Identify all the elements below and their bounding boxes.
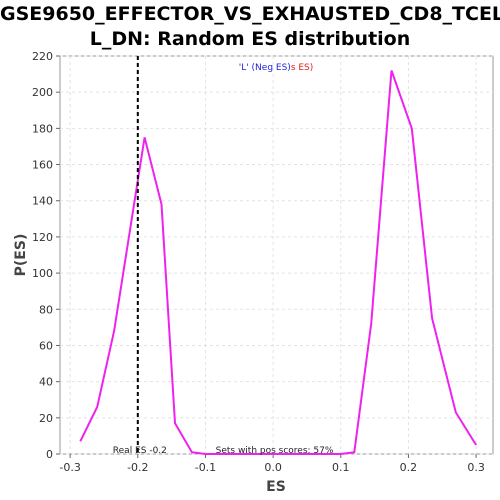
y-tick-label: 220 [32,50,53,63]
y-tick-label: 60 [39,339,53,352]
x-tick-label: 0.2 [400,461,418,474]
y-tick-label: 20 [39,412,53,425]
x-tick-label: -0.2 [127,461,148,474]
x-axis-label: ES [266,479,286,495]
plot-background [59,55,494,455]
x-tick-label: 0.0 [264,461,282,474]
series-line [79,70,477,455]
y-tick-label: 200 [32,86,53,99]
pos-scores-label: Sets with pos scores: 57% [216,446,334,456]
chart-title-line-2: L_DN: Random ES distribution [89,28,411,50]
y-axis-label: P(ES) [13,234,29,277]
chart-title: GSE9650_EFFECTOR_VS_EXHAUSTED_CD8_TCEL L… [0,2,500,52]
legend-part-1: 'L' (Neg ES) [239,63,291,73]
legend-part-2: s ES) [291,63,313,73]
y-tick-label: 160 [32,159,53,172]
legend: 'L' (Neg ES)s ES) [239,63,314,73]
y-tick-label: 140 [32,195,53,208]
chart-title-line-1: GSE9650_EFFECTOR_VS_EXHAUSTED_CD8_TCEL [0,3,500,25]
x-tick-label: 0.1 [332,461,350,474]
y-tick-label: 80 [39,303,53,316]
x-tick-label: -0.3 [59,461,80,474]
x-tick-label: 0.3 [467,461,485,474]
y-tick-label: 100 [32,267,53,280]
y-tick-label: 0 [46,448,53,461]
real-es-label: Real ES -0.2 [113,446,167,456]
x-axis-ticks: -0.3 -0.2 -0.1 0.0 0.1 0.2 0.3 [59,454,485,474]
y-tick-label: 120 [32,231,53,244]
y-tick-label: 180 [32,122,53,135]
y-axis-ticks: 0 20 40 60 80 100 120 140 160 180 200 220 [32,50,60,461]
x-tick-label: -0.1 [195,461,216,474]
y-tick-label: 40 [39,376,53,389]
